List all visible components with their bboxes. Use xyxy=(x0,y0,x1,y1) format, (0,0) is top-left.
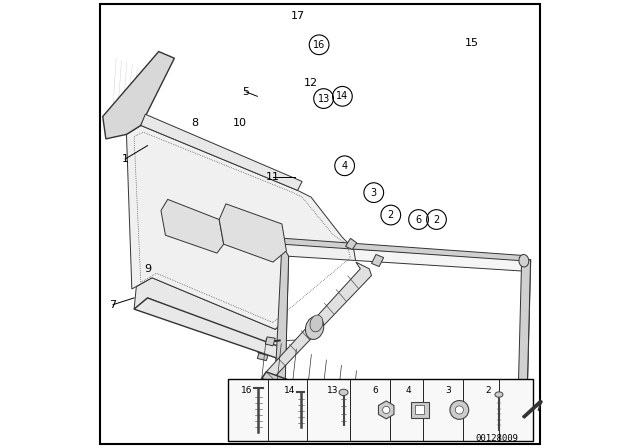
Polygon shape xyxy=(273,416,526,435)
Ellipse shape xyxy=(310,315,323,332)
Text: 12: 12 xyxy=(304,78,318,88)
Polygon shape xyxy=(523,400,542,418)
Text: 16: 16 xyxy=(313,40,325,50)
Bar xyxy=(415,405,424,414)
Text: 9: 9 xyxy=(144,264,151,274)
Polygon shape xyxy=(134,262,374,352)
Text: 4: 4 xyxy=(342,161,348,171)
Polygon shape xyxy=(150,180,164,192)
Ellipse shape xyxy=(305,316,324,340)
Polygon shape xyxy=(102,52,174,139)
Ellipse shape xyxy=(495,392,503,397)
Text: 6: 6 xyxy=(415,215,422,224)
Text: 2: 2 xyxy=(388,210,394,220)
Text: 7: 7 xyxy=(109,300,116,310)
Text: 10: 10 xyxy=(232,118,246,128)
Text: 2: 2 xyxy=(485,386,490,395)
Bar xyxy=(228,379,532,441)
Polygon shape xyxy=(273,244,289,423)
Ellipse shape xyxy=(519,254,529,267)
Text: 17: 17 xyxy=(291,11,305,21)
Text: 13: 13 xyxy=(317,94,330,103)
Text: 11: 11 xyxy=(266,172,280,182)
Bar xyxy=(411,402,429,418)
Text: 14: 14 xyxy=(284,386,296,395)
Polygon shape xyxy=(298,272,319,282)
Text: 3: 3 xyxy=(445,386,451,395)
Text: 15: 15 xyxy=(465,38,479,47)
Text: 5: 5 xyxy=(243,87,250,97)
Text: 8: 8 xyxy=(191,118,198,128)
Ellipse shape xyxy=(450,401,468,419)
Polygon shape xyxy=(273,244,531,435)
Polygon shape xyxy=(134,298,293,361)
Polygon shape xyxy=(371,254,383,267)
Text: 00128009: 00128009 xyxy=(476,434,518,443)
Text: 14: 14 xyxy=(336,91,349,101)
Polygon shape xyxy=(346,238,356,250)
Text: 6: 6 xyxy=(372,386,378,395)
Circle shape xyxy=(383,406,390,414)
Text: 2: 2 xyxy=(433,215,440,224)
Polygon shape xyxy=(300,420,319,430)
Polygon shape xyxy=(284,256,522,422)
Text: 13: 13 xyxy=(326,386,338,395)
Polygon shape xyxy=(219,204,287,262)
Polygon shape xyxy=(141,114,302,190)
Text: 16: 16 xyxy=(241,386,253,395)
Ellipse shape xyxy=(518,414,528,428)
Ellipse shape xyxy=(339,389,348,396)
Polygon shape xyxy=(161,199,223,253)
Polygon shape xyxy=(262,372,371,417)
Polygon shape xyxy=(262,262,371,379)
Polygon shape xyxy=(266,337,275,346)
Polygon shape xyxy=(282,238,522,261)
Polygon shape xyxy=(217,323,239,336)
Polygon shape xyxy=(257,352,269,361)
Polygon shape xyxy=(273,416,292,428)
Polygon shape xyxy=(517,260,531,435)
Ellipse shape xyxy=(455,406,463,414)
Text: 4: 4 xyxy=(406,386,412,395)
Text: 3: 3 xyxy=(371,188,377,198)
Polygon shape xyxy=(127,125,356,329)
Text: 1: 1 xyxy=(122,154,129,164)
